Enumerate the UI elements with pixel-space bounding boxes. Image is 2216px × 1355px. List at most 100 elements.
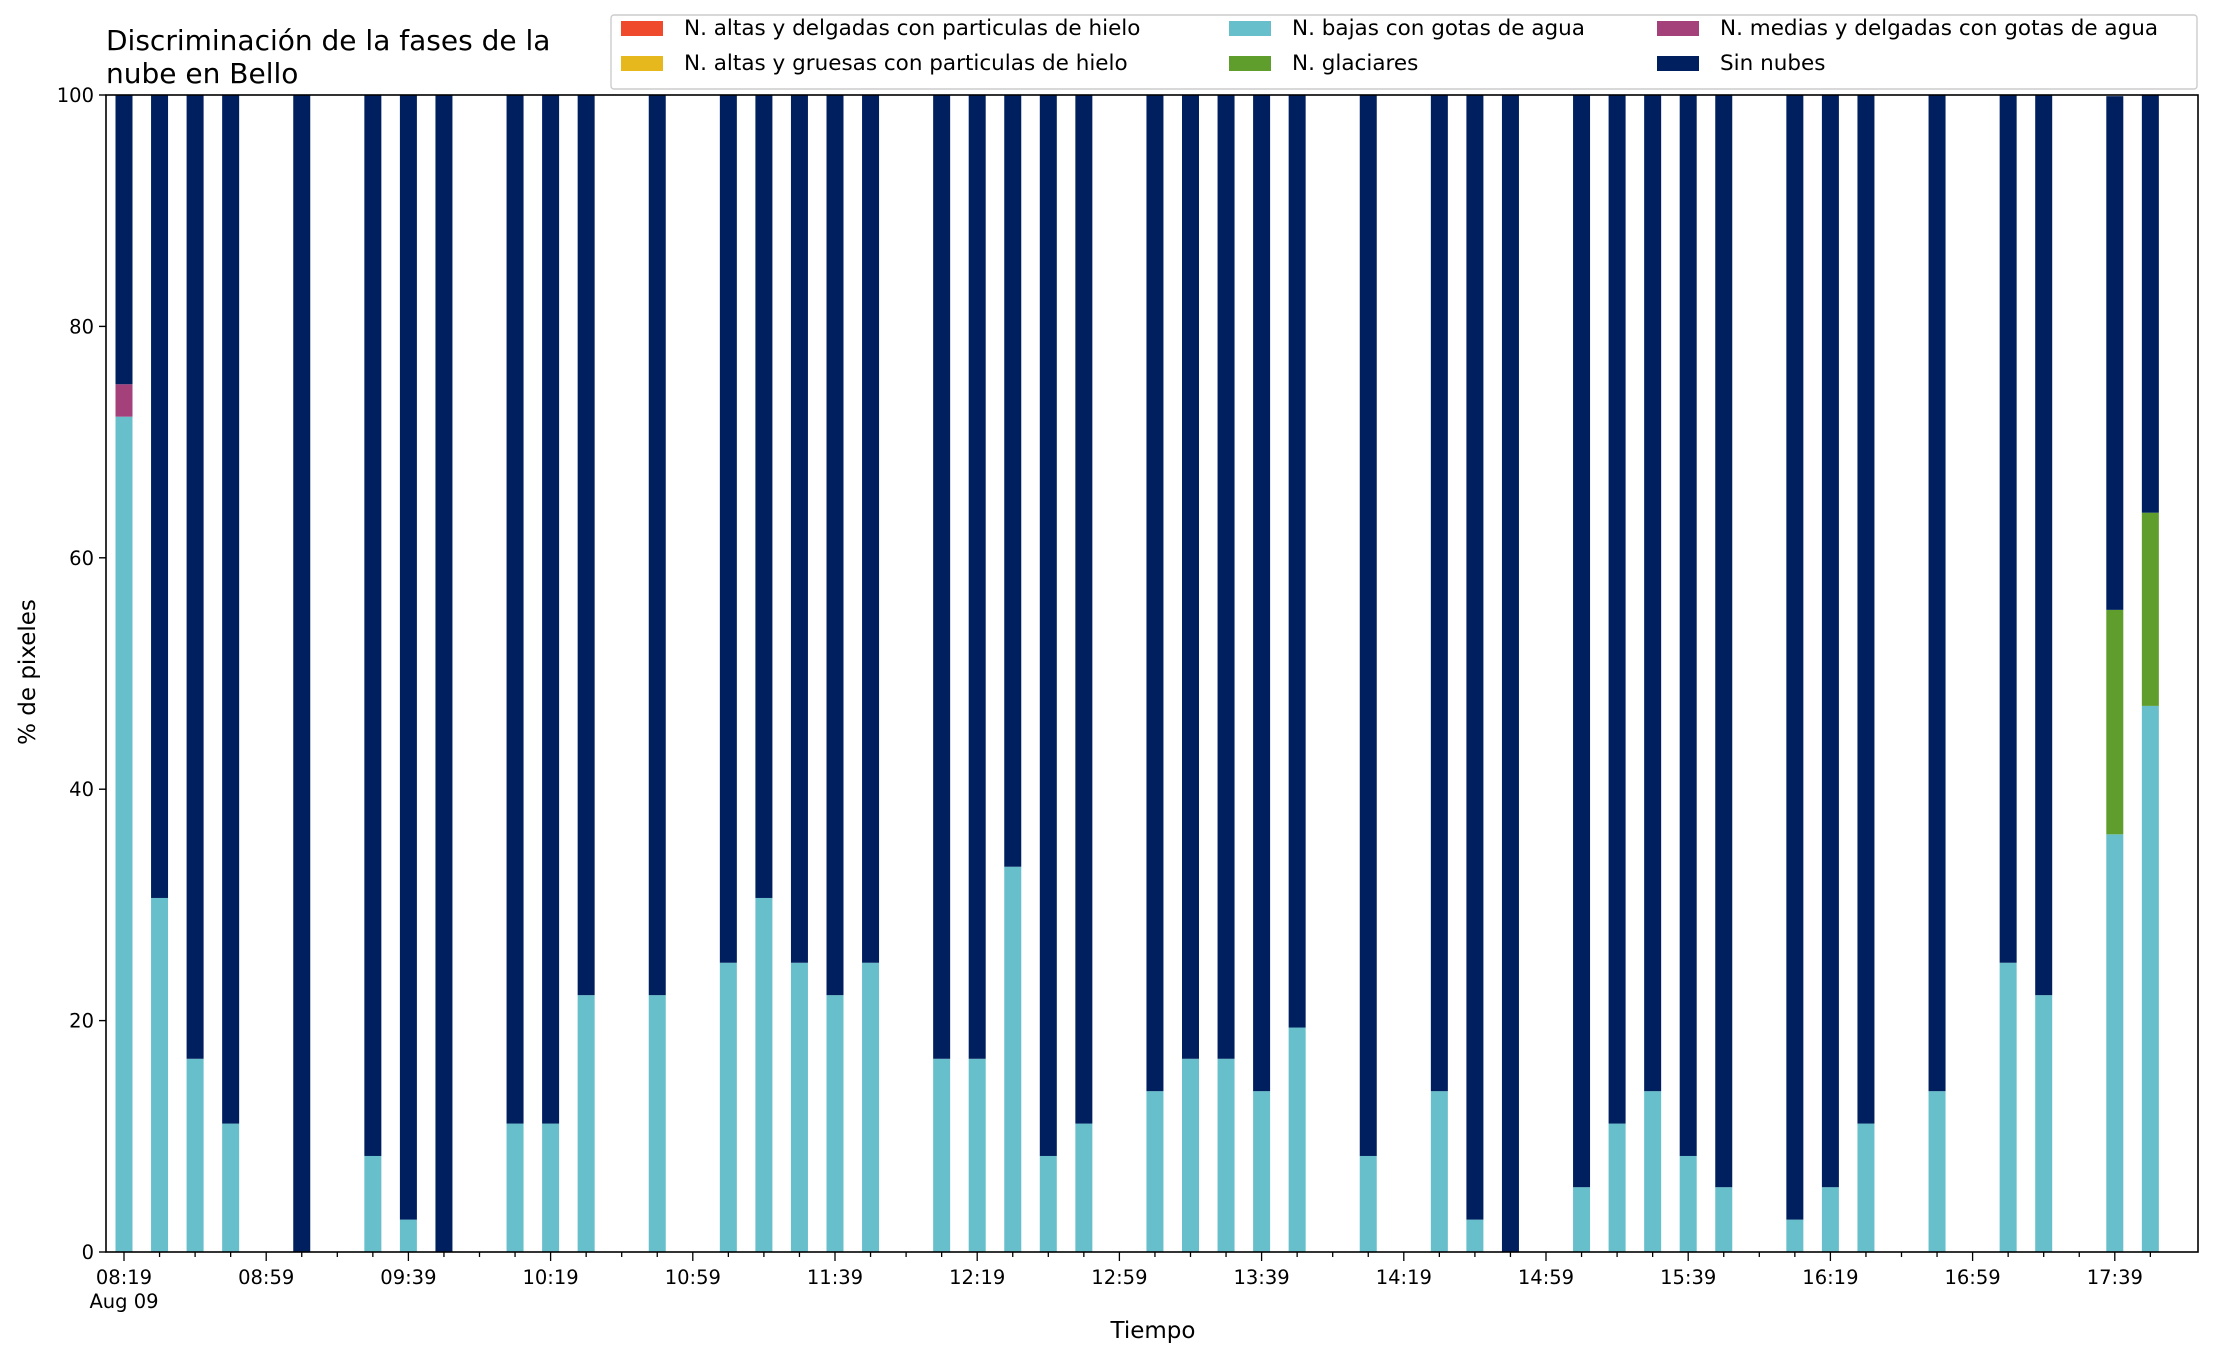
bar-segment-5-12 xyxy=(542,95,560,1124)
legend-label-2: N. bajas con gotas de agua xyxy=(1292,16,1585,41)
x-tick-label: 14:19 xyxy=(1376,1266,1432,1289)
bar-segment-5-13 xyxy=(577,95,595,996)
bar-segment-5-25 xyxy=(1004,95,1022,867)
x-tick-label: 14:59 xyxy=(1518,1266,1574,1289)
bar-segment-5-1 xyxy=(151,95,169,898)
bar-segment-2-45 xyxy=(1715,1187,1733,1252)
bar-segment-2-33 xyxy=(1288,1027,1306,1252)
bar-segment-2-19 xyxy=(790,962,808,1252)
bar-segment-5-48 xyxy=(1821,95,1839,1188)
bar-segment-5-26 xyxy=(1039,95,1057,1156)
legend-label-1: N. altas y gruesas con particulas de hie… xyxy=(684,51,1128,76)
legend-label-3: N. glaciares xyxy=(1292,51,1418,76)
bar-segment-2-23 xyxy=(933,1058,951,1252)
bar-segment-5-2 xyxy=(186,95,204,1059)
y-tick-label: 0 xyxy=(82,1241,94,1264)
bar-segment-5-54 xyxy=(2035,95,2053,996)
bar-segment-2-54 xyxy=(2035,995,2053,1252)
bar-segment-5-18 xyxy=(755,95,773,898)
bar-segment-5-37 xyxy=(1430,95,1448,1092)
bar-segment-2-57 xyxy=(2141,705,2159,1252)
bar-segment-5-21 xyxy=(862,95,880,963)
bar-segment-5-27 xyxy=(1075,95,1093,1124)
bar-segment-5-45 xyxy=(1715,95,1733,1188)
bar-segment-5-7 xyxy=(364,95,382,1156)
x-tick-label: 16:59 xyxy=(1944,1266,2000,1289)
y-axis-label: % de pixeles xyxy=(15,599,41,745)
bar-segment-2-8 xyxy=(399,1219,417,1252)
legend-label-0: N. altas y delgadas con particulas de hi… xyxy=(684,16,1140,41)
bar-segment-2-26 xyxy=(1039,1155,1057,1252)
bar-segment-5-30 xyxy=(1182,95,1199,1059)
bar-segment-2-48 xyxy=(1821,1187,1839,1252)
y-tick-label: 40 xyxy=(69,778,94,801)
bar-segment-4-0 xyxy=(115,384,133,417)
bar-segment-2-0 xyxy=(115,416,133,1252)
bar-segment-5-47 xyxy=(1786,95,1804,1220)
bar-segment-2-42 xyxy=(1608,1123,1626,1252)
bar-segment-2-13 xyxy=(577,995,595,1252)
x-date-label: Aug 09 xyxy=(89,1290,158,1313)
bar-segment-2-53 xyxy=(1999,962,2017,1252)
bar-segment-3-56 xyxy=(2106,609,2124,835)
bar-segment-5-38 xyxy=(1466,95,1484,1220)
bar-segment-5-24 xyxy=(968,95,986,1059)
bar-segment-2-21 xyxy=(862,962,880,1252)
y-tick-label: 60 xyxy=(69,547,94,570)
bar-segment-5-15 xyxy=(648,95,666,996)
bar-segment-2-17 xyxy=(719,962,737,1252)
bar-segment-2-30 xyxy=(1182,1058,1199,1252)
bar-segment-5-19 xyxy=(790,95,808,963)
bar-segment-2-18 xyxy=(755,897,773,1252)
x-tick-label: 11:39 xyxy=(807,1266,863,1289)
bar-segment-5-8 xyxy=(399,95,417,1220)
chart-title-line-1: Discriminación de la fases de la xyxy=(106,24,550,57)
bar-segment-5-5 xyxy=(293,95,311,1252)
x-tick-label: 10:59 xyxy=(665,1266,721,1289)
bar-segment-5-41 xyxy=(1573,95,1591,1188)
y-tick-label: 80 xyxy=(69,315,94,338)
bar-segment-2-27 xyxy=(1075,1123,1093,1252)
x-tick-label: 13:39 xyxy=(1233,1266,1289,1289)
y-tick-label: 20 xyxy=(69,1010,94,1033)
bar-segment-5-35 xyxy=(1359,95,1377,1156)
x-tick-label: 12:19 xyxy=(949,1266,1005,1289)
bar-segment-5-51 xyxy=(1928,95,1946,1092)
bar-segment-5-9 xyxy=(435,95,453,1252)
bar-segment-5-23 xyxy=(933,95,951,1059)
legend-label-4: N. medias y delgadas con gotas de agua xyxy=(1720,16,2158,41)
bar-segment-2-1 xyxy=(151,897,169,1252)
bar-segment-2-41 xyxy=(1573,1187,1591,1252)
bar-segment-2-38 xyxy=(1466,1219,1484,1252)
bar-segment-2-51 xyxy=(1928,1091,1946,1252)
bar-segment-5-29 xyxy=(1146,95,1164,1092)
bar-segment-5-39 xyxy=(1501,95,1519,1252)
bar-segment-2-24 xyxy=(968,1058,986,1252)
bar-segment-2-37 xyxy=(1430,1091,1448,1252)
bars-layer xyxy=(115,95,2159,1252)
x-tick-label: 10:19 xyxy=(522,1266,578,1289)
bar-segment-5-49 xyxy=(1857,95,1875,1124)
x-tick-label: 16:19 xyxy=(1802,1266,1858,1289)
bar-segment-5-53 xyxy=(1999,95,2017,963)
bar-segment-2-12 xyxy=(542,1123,560,1252)
bar-segment-2-25 xyxy=(1004,866,1022,1252)
bar-segment-2-2 xyxy=(186,1058,204,1252)
bar-segment-5-0 xyxy=(115,95,133,385)
y-tick-label: 100 xyxy=(57,84,94,107)
chart-title-line-2: nube en Bello xyxy=(106,57,298,90)
bar-segment-2-56 xyxy=(2106,834,2124,1252)
axes-layer: 0 20 40 60 80 100 08:19 08:59 09:39 10:19 10:59 11:… xyxy=(57,84,2199,1313)
x-tick-label: 17:39 xyxy=(2087,1266,2143,1289)
bar-segment-5-3 xyxy=(222,95,240,1124)
x-tick-label: 15:39 xyxy=(1660,1266,1716,1289)
bar-segment-2-3 xyxy=(222,1123,240,1252)
bar-segment-5-31 xyxy=(1217,95,1235,1059)
bar-segment-3-57 xyxy=(2141,512,2159,706)
bar-segment-2-20 xyxy=(826,995,844,1252)
legend-frame xyxy=(610,14,2198,90)
x-tick-label: 09:39 xyxy=(380,1266,436,1289)
bar-segment-5-44 xyxy=(1679,95,1697,1156)
bar-segment-2-32 xyxy=(1253,1091,1271,1252)
